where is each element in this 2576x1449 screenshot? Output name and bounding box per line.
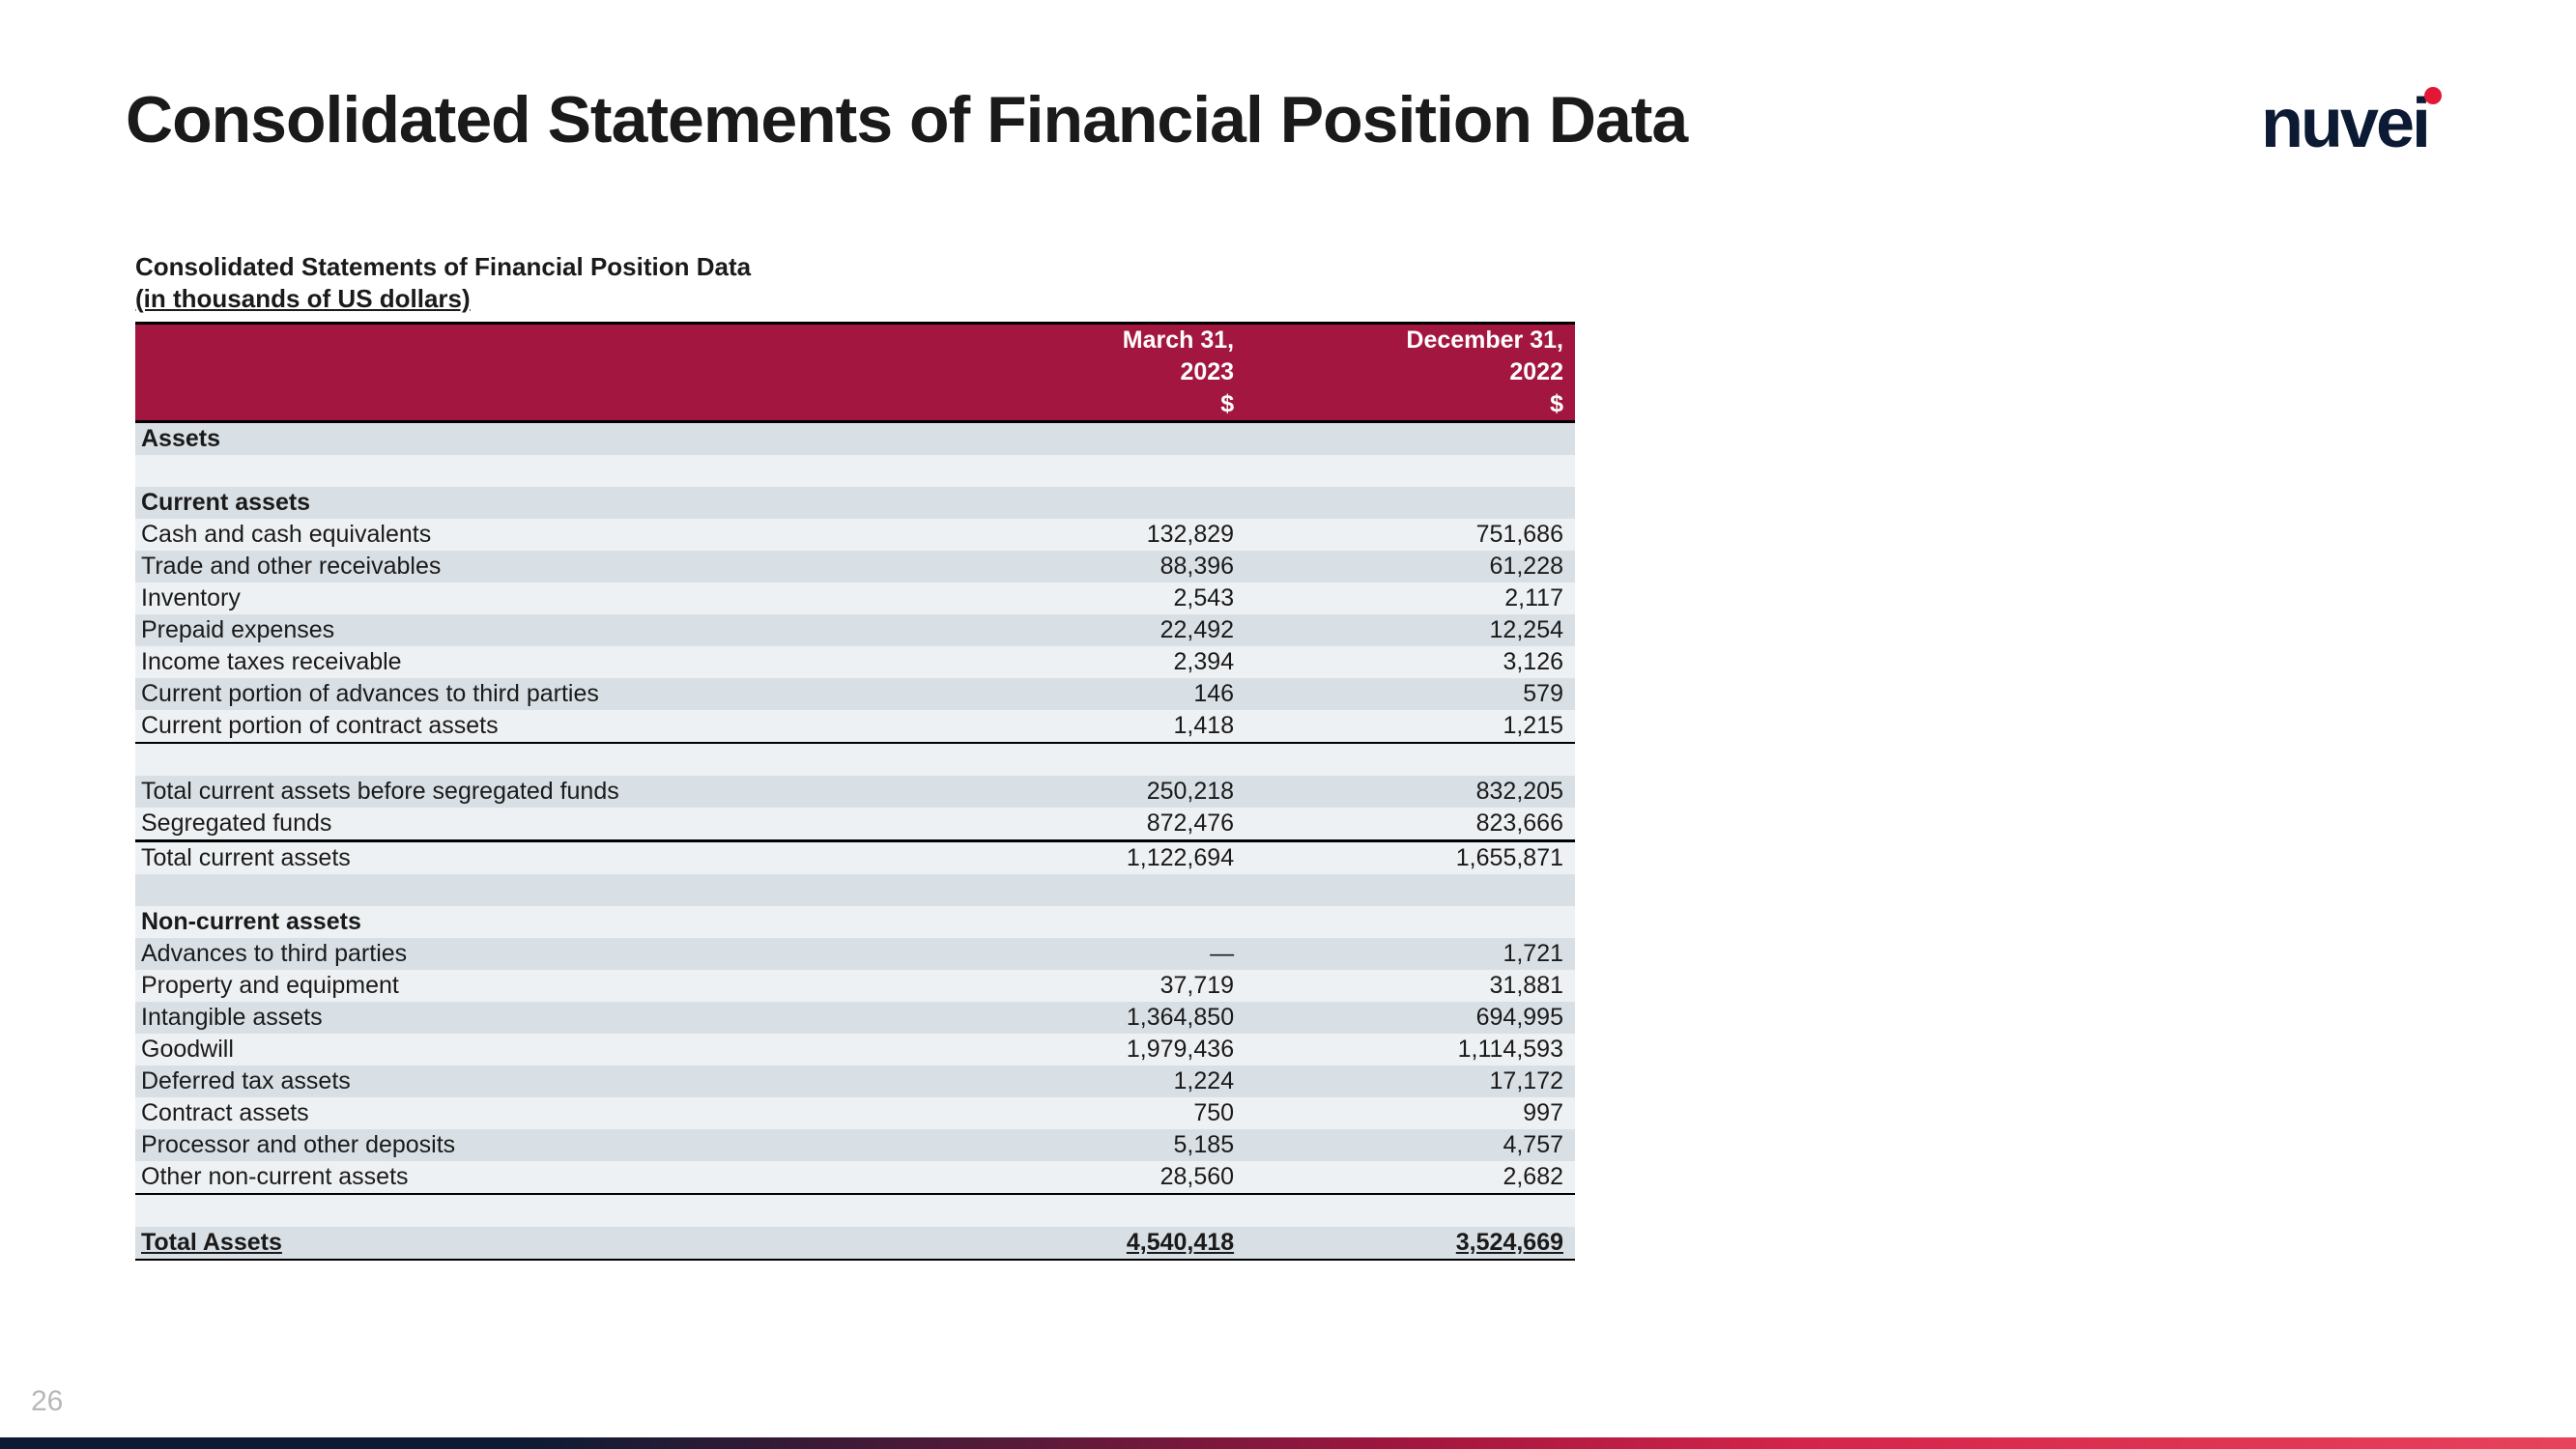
financial-table-container: Consolidated Statements of Financial Pos… [135, 251, 1575, 1261]
table-row: Goodwill 1,979,436 1,114,593 [135, 1034, 1575, 1065]
table-row: Contract assets 750 997 [135, 1097, 1575, 1129]
logo-text: nuvei [2261, 97, 2428, 153]
table-row: Cash and cash equivalents 132,829 751,68… [135, 519, 1575, 551]
table-header-row-2: 2023 2022 [135, 356, 1575, 388]
table-row: Total current assets 1,122,694 1,655,871 [135, 841, 1575, 875]
table-row: Income taxes receivable 2,394 3,126 [135, 646, 1575, 678]
table-row: Inventory 2,543 2,117 [135, 582, 1575, 614]
spacer-row [135, 455, 1575, 487]
table-row: Other non-current assets 28,560 2,682 [135, 1161, 1575, 1194]
table-row: Intangible assets 1,364,850 694,995 [135, 1002, 1575, 1034]
table-row: Prepaid expenses 22,492 12,254 [135, 614, 1575, 646]
table-row: Processor and other deposits 5,185 4,757 [135, 1129, 1575, 1161]
brand-logo: nuvei [2261, 97, 2446, 153]
table-row: Trade and other receivables 88,396 61,22… [135, 551, 1575, 582]
section-row-assets: Assets [135, 422, 1575, 456]
table-row: Advances to third parties — 1,721 [135, 938, 1575, 970]
table-header-row-3: $ $ [135, 388, 1575, 422]
section-row-noncurrent-assets: Non-current assets [135, 906, 1575, 938]
section-row-current-assets: Current assets [135, 487, 1575, 519]
spacer-row [135, 874, 1575, 906]
bottom-gradient-bar [0, 1437, 2576, 1449]
slide: Consolidated Statements of Financial Pos… [0, 0, 2576, 1449]
spacer-row [135, 1194, 1575, 1227]
table-subtitle: Consolidated Statements of Financial Pos… [135, 251, 1575, 314]
table-row: Deferred tax assets 1,224 17,172 [135, 1065, 1575, 1097]
logo-dot-icon [2424, 87, 2442, 104]
table-row: Total current assets before segregated f… [135, 776, 1575, 808]
page-number: 26 [31, 1385, 63, 1418]
table-row: Current portion of contract assets 1,418… [135, 710, 1575, 743]
spacer-row [135, 743, 1575, 776]
financial-position-table: March 31, December 31, 2023 2022 $ $ Ass… [135, 322, 1575, 1261]
subtitle-line-1: Consolidated Statements of Financial Pos… [135, 251, 1575, 283]
subtitle-line-2: (in thousands of US dollars) [135, 283, 1575, 315]
table-row: Current portion of advances to third par… [135, 678, 1575, 710]
table-row: Segregated funds 872,476 823,666 [135, 808, 1575, 841]
page-title: Consolidated Statements of Financial Pos… [126, 82, 1687, 157]
table-header-row-1: March 31, December 31, [135, 324, 1575, 357]
table-row: Property and equipment 37,719 31,881 [135, 970, 1575, 1002]
total-assets-row: Total Assets 4,540,418 3,524,669 [135, 1227, 1575, 1260]
